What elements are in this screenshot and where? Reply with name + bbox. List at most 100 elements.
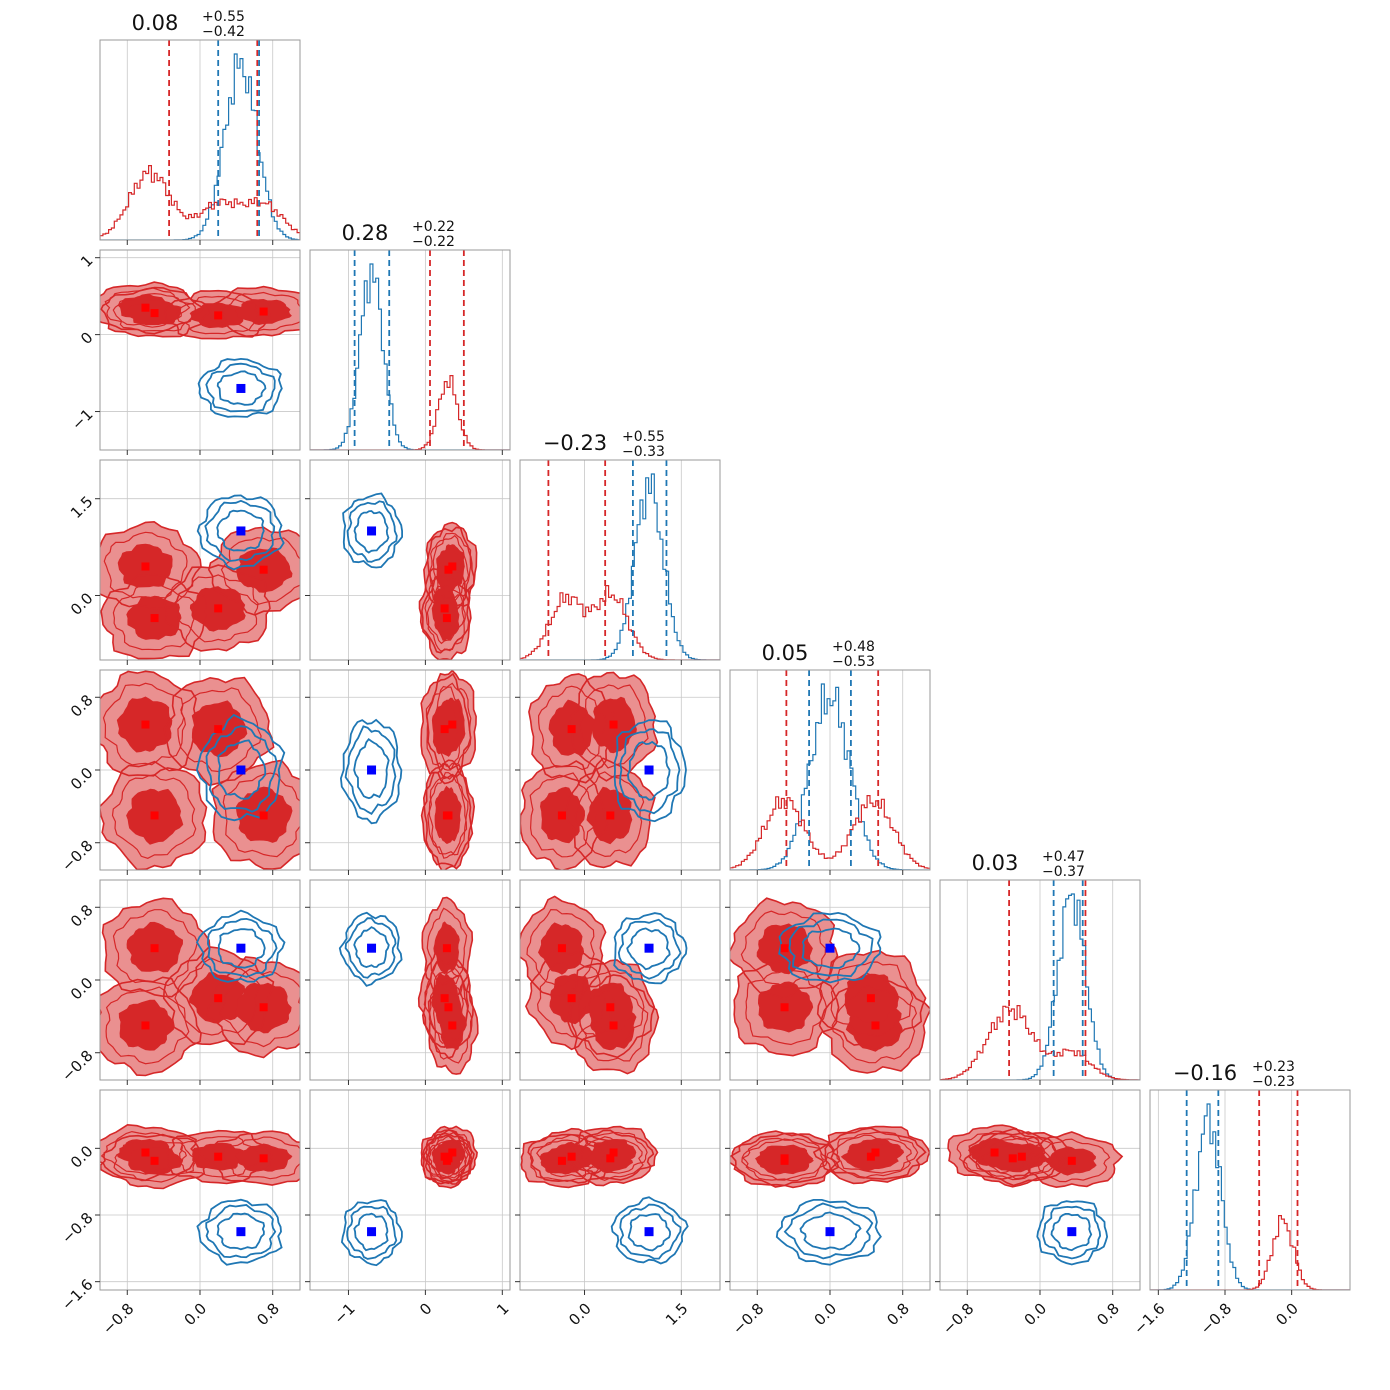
contour-red-outline (166, 1129, 274, 1185)
marker-red (780, 944, 789, 953)
marker-blue (644, 765, 654, 775)
panel-title-minus: −0.53 (832, 654, 875, 670)
contour-red-outline (1031, 1138, 1111, 1183)
marker-blue (236, 1227, 246, 1237)
contour-red-outline (102, 682, 187, 766)
panel-title-median: −0.16 (1173, 1061, 1237, 1085)
panel-title-minus: −0.23 (1252, 1074, 1295, 1090)
contour-blue (195, 909, 286, 983)
marker-red (214, 311, 223, 320)
marker-red (1008, 1154, 1017, 1163)
axes-frame (309, 459, 511, 661)
histogram-blue (310, 263, 510, 450)
tick-label-y: −0.8 (58, 1209, 96, 1247)
tick-label-y: 0.0 (67, 974, 97, 1004)
marker-red (259, 307, 268, 316)
contour-blue (344, 917, 397, 979)
contour-blue (205, 362, 276, 413)
marker-red (214, 725, 223, 734)
panel-content (520, 671, 687, 870)
contour-red-outline (220, 291, 300, 332)
contour-red-outline (825, 1134, 912, 1179)
panel-title-minus: −0.42 (202, 24, 245, 40)
panel-title-plus: +0.48 (832, 639, 875, 655)
panel-content (340, 1125, 478, 1267)
panel-title-median: 0.03 (972, 851, 1019, 875)
panel-content (520, 460, 720, 660)
contour-red-outline (740, 910, 827, 988)
axes-frame (519, 1089, 721, 1291)
contour-red-outline (101, 897, 211, 998)
contour-red-outline (741, 1137, 828, 1181)
contour-blue (1036, 1200, 1109, 1266)
panel-title-plus: +0.55 (622, 429, 665, 445)
contour-red-outline (824, 1125, 930, 1180)
contour-red-outline (830, 961, 914, 1038)
contour-blue (613, 719, 687, 823)
marker-red (567, 725, 576, 734)
contour-red-outline (417, 946, 470, 1048)
panel-4-4: 0.03 +0.47−0.37 (939, 849, 1141, 1085)
contour-blue (205, 1204, 277, 1259)
marker-blue (236, 943, 246, 953)
contour-blue (216, 1212, 266, 1251)
histogram-blue (100, 53, 300, 240)
contour-red-outline (100, 670, 199, 777)
marker-red (448, 1021, 457, 1030)
contour-blue (196, 494, 285, 571)
contour-red-outline (425, 1134, 465, 1178)
contour-red-outline (981, 1135, 1061, 1180)
marker-blue (236, 526, 246, 536)
contour-blue (340, 1199, 403, 1267)
panel-title-plus: +0.23 (1252, 1059, 1295, 1075)
marker-blue (825, 943, 835, 953)
contour-red-outline (529, 1139, 597, 1183)
panel-3-2 (515, 669, 721, 875)
contour-red-outline (420, 672, 472, 785)
contour-red-outline (112, 292, 196, 332)
marker-red (141, 720, 150, 729)
contour-red-outline (536, 960, 606, 1038)
contour-red-outline (570, 1125, 659, 1181)
histogram-red (310, 375, 510, 450)
contour-red-outline (420, 762, 474, 870)
contour-red-outline (112, 909, 199, 987)
contour-red-outline (731, 1132, 841, 1189)
contour-blue (339, 718, 403, 825)
marker-red (567, 1152, 576, 1161)
contour-red-outline (211, 759, 300, 870)
contour-blue (1050, 1213, 1093, 1252)
contour-red-outline (432, 1131, 473, 1175)
tick-label-x: 0.0 (811, 1300, 841, 1330)
contour-blue (206, 917, 278, 978)
contour-red-outline (162, 564, 271, 652)
contour-red-outline (113, 1140, 198, 1183)
panel-5-5: −0.16 +0.23−0.23 −1.6 −0.8 0.0 (1130, 1059, 1351, 1338)
panel-title-minus: −0.22 (412, 234, 455, 250)
tick-label-y: −0.8 (58, 1047, 96, 1085)
marker-red (150, 1156, 159, 1165)
marker-red (557, 811, 566, 820)
tick-label-y: −1.6 (58, 1275, 96, 1313)
contour-red-outline (741, 1138, 828, 1182)
contour-red-outline (568, 671, 659, 782)
contour-red-outline (529, 772, 598, 858)
marker-red (780, 1003, 789, 1012)
contour-red-outline (428, 772, 469, 856)
panel-2-0: 0.0 1.5 (67, 459, 301, 665)
tick-label-x: 0.0 (565, 1300, 595, 1330)
contour-red-outline (574, 771, 645, 858)
contour-blue (778, 911, 882, 984)
contour-blue (626, 740, 671, 801)
contour-blue (346, 500, 398, 563)
marker-red (444, 811, 453, 820)
marker-red (150, 614, 159, 623)
contour-red-outline (831, 985, 918, 1064)
contour-blue (217, 928, 266, 969)
contour-blue (1042, 1205, 1102, 1260)
marker-red (259, 811, 268, 820)
tick-label-y: 0.8 (67, 901, 97, 931)
tick-label-y: 0.0 (67, 589, 97, 619)
contour-red-outline (163, 289, 271, 340)
contour-red-outline (426, 907, 468, 985)
